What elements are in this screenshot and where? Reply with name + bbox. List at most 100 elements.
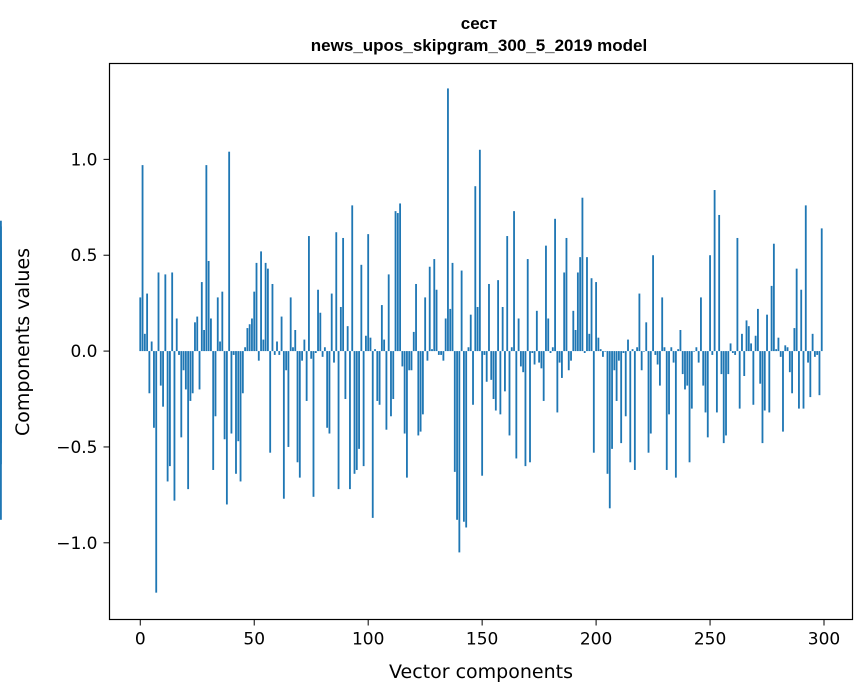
bar-253 xyxy=(715,351,718,413)
bar-191 xyxy=(574,329,577,352)
bar-206 xyxy=(608,351,611,509)
bar-293 xyxy=(807,351,809,363)
bar-240 xyxy=(686,351,689,386)
bar-69 xyxy=(296,351,299,463)
bar-168 xyxy=(522,351,525,373)
bar-175 xyxy=(538,351,541,363)
bar-207 xyxy=(611,351,613,449)
bar-108 xyxy=(385,351,388,430)
bars-group xyxy=(0,88,823,593)
bar-267 xyxy=(747,326,750,352)
bar-28 xyxy=(203,329,205,352)
bar-79 xyxy=(319,312,322,352)
bar-198 xyxy=(590,278,593,352)
bar-137 xyxy=(451,262,454,352)
bar-37 xyxy=(223,351,226,440)
bar-64 xyxy=(285,351,288,371)
bar-292 xyxy=(804,205,807,352)
bar-60 xyxy=(276,341,278,352)
bar-83 xyxy=(328,351,331,434)
bar-19 xyxy=(182,351,185,371)
bar-89 xyxy=(342,237,345,352)
bar-90 xyxy=(344,351,347,400)
bar-98 xyxy=(362,351,365,467)
bar-155 xyxy=(492,351,495,400)
bar-195 xyxy=(583,351,586,354)
bar-239 xyxy=(684,351,686,390)
bar-109 xyxy=(387,274,390,352)
bar-219 xyxy=(638,293,641,352)
bar-87 xyxy=(337,351,340,490)
bar-274 xyxy=(763,351,766,411)
bar-222 xyxy=(645,322,648,352)
bar-243 xyxy=(693,351,696,352)
bar-165 xyxy=(515,351,518,459)
bar-122 xyxy=(417,351,420,436)
chart-title: сест xyxy=(461,14,497,33)
bar-68 xyxy=(294,329,297,352)
bar-193 xyxy=(579,257,582,352)
bar-252 xyxy=(713,190,716,352)
bar-16 xyxy=(175,318,178,352)
bar-51 xyxy=(255,262,258,352)
bar-178 xyxy=(545,245,547,352)
y-axis-ticks: −1.0 −0.5 0.0 0.5 1.0 xyxy=(56,150,110,554)
bar-254 xyxy=(718,214,721,352)
bar-30 xyxy=(207,260,210,352)
bar-269 xyxy=(752,351,755,405)
bar-26 xyxy=(198,351,201,390)
bar-15 xyxy=(173,351,176,501)
bar-281 xyxy=(779,351,782,357)
bar-32 xyxy=(212,351,215,470)
bar-144 xyxy=(467,347,470,352)
bar-93 xyxy=(351,205,354,352)
bar-29 xyxy=(205,165,208,352)
bar-128 xyxy=(431,349,433,352)
bar-283 xyxy=(784,345,787,352)
bar-27 xyxy=(200,282,203,352)
bar-147 xyxy=(474,186,477,352)
bar-107 xyxy=(383,339,386,352)
bar-18 xyxy=(180,351,183,438)
bar-255 xyxy=(720,351,723,375)
bar-185 xyxy=(560,351,563,378)
y-tick-label: 0.5 xyxy=(70,246,97,266)
bar-17 xyxy=(178,351,180,355)
bar-256 xyxy=(722,351,725,444)
bar-132 xyxy=(440,351,443,355)
bar-36 xyxy=(221,291,224,352)
bar-81 xyxy=(323,347,326,352)
bar-266 xyxy=(745,320,748,352)
bar-58 xyxy=(271,283,274,352)
bar-138 xyxy=(453,351,456,472)
bar-24 xyxy=(194,322,196,352)
bar-233 xyxy=(670,347,673,352)
y-tick-label: 1.0 xyxy=(70,150,97,170)
bar-189 xyxy=(570,351,572,361)
bar-242 xyxy=(690,351,693,409)
bar-0 xyxy=(139,297,142,352)
bar-50 xyxy=(253,291,256,352)
bar-67 xyxy=(292,347,294,352)
bar-104 xyxy=(376,351,379,401)
bar-220 xyxy=(640,351,643,371)
bar-undefined xyxy=(0,351,2,428)
bar-73 xyxy=(305,351,308,401)
bar-140 xyxy=(458,351,461,553)
bar-72 xyxy=(303,339,306,352)
x-tick-label: 200 xyxy=(580,630,612,650)
bar-192 xyxy=(576,272,579,352)
bar-169 xyxy=(524,351,527,467)
bar-279 xyxy=(775,349,778,352)
bar-45 xyxy=(241,351,244,394)
y-tick-label: −0.5 xyxy=(56,438,97,458)
bar-74 xyxy=(308,236,310,352)
bar-21 xyxy=(187,351,190,490)
bar-5 xyxy=(150,341,153,352)
bar-92 xyxy=(349,351,351,490)
x-tick-label: 250 xyxy=(694,630,726,650)
bar-117 xyxy=(406,351,408,478)
bar-277 xyxy=(770,285,773,352)
x-tick-label: 0 xyxy=(135,630,146,650)
bar-262 xyxy=(736,237,739,352)
